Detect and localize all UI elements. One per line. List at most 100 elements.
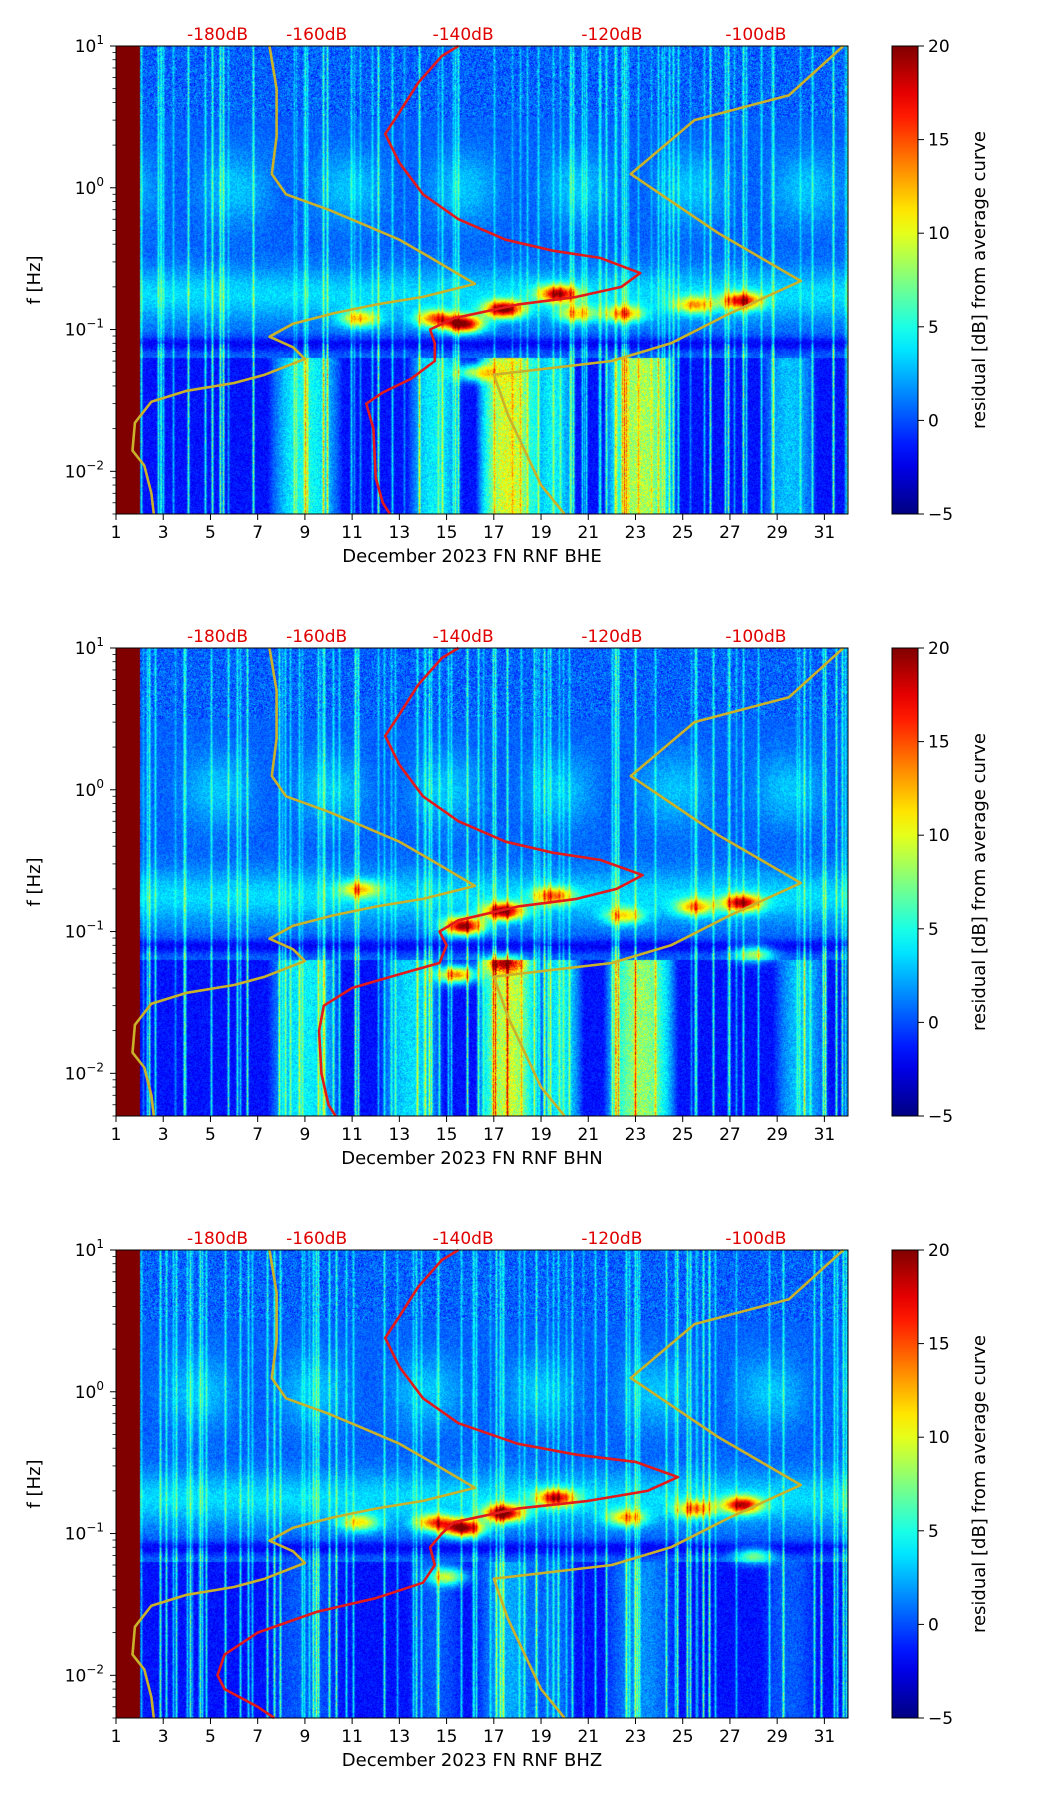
average-psd-curve — [364, 44, 642, 515]
x-tick-label: 9 — [299, 1125, 310, 1145]
x-tick-label: 19 — [530, 1125, 552, 1145]
spectrogram-panel-bhz: -180dB -160dB -140dB -120dB -100dB 1 3 5 7 9 11 13 1… — [0, 1204, 1052, 1806]
plot-frame — [115, 1249, 849, 1719]
y-tick-label: 101 — [75, 33, 104, 57]
db-label: -120dB — [581, 1229, 642, 1249]
db-label: -100dB — [725, 1229, 786, 1249]
colorbar — [891, 1249, 919, 1719]
db-label: -160dB — [286, 627, 347, 647]
colorbar-tick-label: 10 — [928, 826, 950, 846]
x-tick-label: 21 — [577, 1125, 599, 1145]
x-tick-label: 27 — [719, 1125, 741, 1145]
colorbar — [891, 647, 919, 1117]
y-tick-label: 10−1 — [65, 919, 104, 943]
x-tick-label: 1 — [111, 523, 122, 543]
average-psd-curve — [317, 646, 644, 1117]
x-tick-label: 15 — [436, 1727, 458, 1747]
db-label: -120dB — [581, 627, 642, 647]
y-tick-label: 101 — [75, 1237, 104, 1261]
noise-model-low-curve — [131, 647, 477, 1117]
colorbar-tick-label: 5 — [928, 1522, 939, 1542]
db-label: -100dB — [725, 25, 786, 45]
noise-model-low-curve — [131, 1249, 477, 1719]
average-psd-curve — [216, 1248, 680, 1720]
x-tick-label: 1 — [111, 1727, 122, 1747]
colorbar-tick-label: 10 — [928, 1428, 950, 1448]
y-axis-label: f [Hz] — [24, 1459, 45, 1508]
db-label: -140dB — [433, 627, 494, 647]
db-label: -180dB — [187, 627, 248, 647]
y-tick-label: 10−1 — [65, 1521, 104, 1545]
x-tick-label: 23 — [625, 523, 647, 543]
plot-frame — [115, 45, 849, 515]
db-label: -140dB — [433, 1229, 494, 1249]
x-tick-label: 5 — [205, 1125, 216, 1145]
colorbar-tick-label: 5 — [928, 318, 939, 338]
x-tick-label: 17 — [483, 1727, 505, 1747]
x-tick-label: 29 — [766, 1125, 788, 1145]
colorbar-tick-label: −5 — [928, 1107, 953, 1127]
x-tick-label: 3 — [158, 1727, 169, 1747]
x-axis-label: December 2023 FN RNF BHZ — [342, 1750, 602, 1771]
x-tick-label: 23 — [625, 1125, 647, 1145]
y-tick-label: 101 — [75, 635, 104, 659]
spectrogram-panel-bhe: -180dB -160dB -140dB -120dB -100dB 1 3 5 7 9 11 13 1… — [0, 0, 1052, 602]
plot-frame — [115, 647, 849, 1117]
x-tick-label: 7 — [252, 523, 263, 543]
x-tick-label: 13 — [389, 523, 411, 543]
x-tick-label: 3 — [158, 523, 169, 543]
noise-model-low-curve — [131, 45, 477, 515]
noise-model-high-curve — [492, 647, 845, 1117]
x-tick-label: 7 — [252, 1125, 263, 1145]
y-tick-label: 100 — [75, 1379, 104, 1403]
db-label: -160dB — [286, 25, 347, 45]
x-tick-label: 13 — [389, 1727, 411, 1747]
colorbar-tick-label: 20 — [928, 639, 950, 659]
y-axis-label: f [Hz] — [24, 857, 45, 906]
colorbar — [891, 45, 919, 515]
spectrogram-panel-bhn: -180dB -160dB -140dB -120dB -100dB 1 3 5 7 9 11 13 1… — [0, 602, 1052, 1204]
x-tick-label: 27 — [719, 523, 741, 543]
x-tick-label: 29 — [766, 523, 788, 543]
db-label: -120dB — [581, 25, 642, 45]
x-axis-label: December 2023 FN RNF BHE — [342, 546, 601, 567]
x-tick-label: 13 — [389, 1125, 411, 1145]
x-tick-label: 5 — [205, 523, 216, 543]
x-tick-label: 25 — [672, 523, 694, 543]
colorbar-tick-label: 0 — [928, 411, 939, 431]
colorbar-tick-label: 0 — [928, 1013, 939, 1033]
y-tick-label: 10−1 — [65, 317, 104, 341]
db-label: -180dB — [187, 1229, 248, 1249]
colorbar-tick-label: 15 — [928, 1335, 950, 1355]
y-tick-label: 10−2 — [65, 1060, 104, 1084]
x-tick-label: 7 — [252, 1727, 263, 1747]
colorbar-tick-label: −5 — [928, 1709, 953, 1729]
x-tick-label: 17 — [483, 523, 505, 543]
x-tick-label: 3 — [158, 1125, 169, 1145]
x-tick-label: 11 — [341, 523, 363, 543]
x-tick-label: 11 — [341, 1125, 363, 1145]
colorbar-label: residual [dB] from average curve — [969, 131, 990, 429]
y-tick-label: 100 — [75, 777, 104, 801]
x-tick-label: 23 — [625, 1727, 647, 1747]
x-tick-label: 1 — [111, 1125, 122, 1145]
x-tick-label: 9 — [299, 523, 310, 543]
noise-model-high-curve — [492, 1249, 845, 1719]
db-label: -100dB — [725, 627, 786, 647]
x-tick-label: 15 — [436, 1125, 458, 1145]
x-tick-label: 9 — [299, 1727, 310, 1747]
x-tick-label: 31 — [814, 1727, 836, 1747]
x-tick-label: 31 — [814, 1125, 836, 1145]
colorbar-tick-label: −5 — [928, 505, 953, 525]
x-tick-label: 31 — [814, 523, 836, 543]
db-label: -140dB — [433, 25, 494, 45]
colorbar-tick-label: 15 — [928, 733, 950, 753]
x-tick-label: 15 — [436, 523, 458, 543]
colorbar-tick-label: 20 — [928, 1241, 950, 1261]
x-tick-label: 19 — [530, 1727, 552, 1747]
y-tick-label: 10−2 — [65, 1662, 104, 1686]
colorbar-tick-label: 0 — [928, 1615, 939, 1635]
